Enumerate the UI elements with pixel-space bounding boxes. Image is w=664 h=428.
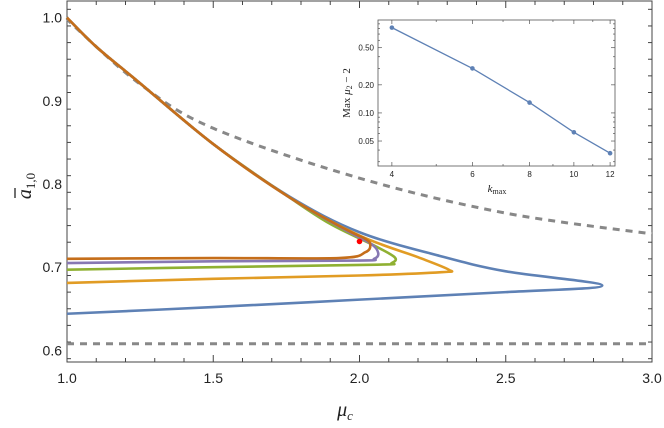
series-line xyxy=(66,16,372,261)
x-tick-label: 2.5 xyxy=(496,370,516,386)
x-tick-label: 1.0 xyxy=(57,370,77,386)
inset-x-tick-label: 10 xyxy=(569,170,578,179)
inset-plot: 4 6 8 10 12 0.05 0.10 0.20 0.50 xyxy=(358,19,616,179)
inset-data-point xyxy=(527,100,532,105)
inset-frame xyxy=(377,19,616,167)
inset-y-axis-title: Max μ2 − 2 xyxy=(341,68,354,118)
y-axis-title: a1,0 xyxy=(14,173,38,199)
x-tick-label: 1.5 xyxy=(204,370,224,386)
x-axis-title: μc xyxy=(336,399,353,423)
x-tick-label: 3.0 xyxy=(642,370,662,386)
main-plot: 1.0 1.5 2.0 2.5 3.0 0.6 0.7 0.8 0.9 1.0 xyxy=(43,0,662,386)
inset-data-point xyxy=(470,66,475,71)
inset-y-tick-label: 0.50 xyxy=(358,44,374,53)
inset-y-tick-label: 0.20 xyxy=(358,81,374,90)
inset-x-axis-title: kmax xyxy=(488,183,507,196)
inset-data-point xyxy=(389,25,395,30)
y-tick-label: 0.9 xyxy=(43,93,63,109)
inset-x-tick-label: 6 xyxy=(470,170,475,179)
inset-data-point xyxy=(571,130,577,135)
x-tick-label: 2.0 xyxy=(350,370,370,386)
y-tick-label: 1.0 xyxy=(43,10,63,26)
inset-data-point xyxy=(607,150,613,156)
y-tick-label: 0.6 xyxy=(43,342,63,358)
inset-y-tick-label: 0.05 xyxy=(358,137,374,146)
inset-y-tick-label: 0.10 xyxy=(358,109,374,118)
y-tick-label: 0.7 xyxy=(43,259,63,275)
inset-x-tick-label: 8 xyxy=(527,170,532,179)
series-line xyxy=(66,16,380,265)
inset-x-tick-label: 4 xyxy=(390,170,395,179)
inset-x-tick-label: 12 xyxy=(606,170,615,179)
y-tick-label: 0.8 xyxy=(43,176,63,192)
red-marker-point xyxy=(356,238,363,245)
svg-text:a1,0: a1,0 xyxy=(14,173,38,199)
